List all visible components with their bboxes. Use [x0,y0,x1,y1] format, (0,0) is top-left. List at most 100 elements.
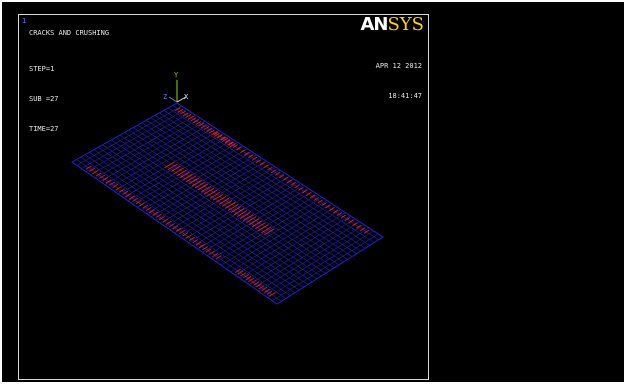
crack-mark [212,198,217,201]
crack-mark [218,255,222,258]
crack-mark [247,212,251,215]
crack-mark [223,199,227,202]
crack-mark [198,179,203,183]
crack-mark [266,231,270,234]
crack-mark [217,195,221,198]
crack-mark [224,140,229,143]
time-of-day-label: 18:41:47 [388,92,422,100]
crack-mark [250,277,255,281]
crack-mark [224,137,228,141]
crack-mark [195,122,200,125]
crack-mark [229,203,233,206]
crack-mark [131,195,135,198]
crack-mark [188,181,192,185]
window-number: 1 [22,17,27,25]
crack-mark [188,234,192,238]
crack-mark [211,129,215,132]
logo-sys: SYS [387,14,424,35]
crack-mark [237,268,241,272]
axis-triad: Y X Z [163,71,189,103]
crack-mark [95,173,99,177]
model-plot: Y X Z [71,71,384,305]
crack-mark [224,202,228,206]
crack-mark [268,229,273,233]
crack-mark [132,199,136,202]
crack-mark [232,143,236,146]
crack-mark [181,229,185,233]
triad-y-label: Y [174,71,179,79]
mesh-line [102,144,309,285]
crack-mark [158,217,163,221]
crack-mark [134,197,139,201]
crack-mark [225,197,230,201]
mesh-line [137,124,344,263]
crack-mark [232,205,236,208]
crack-mark [198,120,202,124]
crack-mark [181,174,186,177]
crack-mark [251,221,255,224]
crack-mark [227,208,232,211]
crack-mark [135,201,139,205]
crack-mark [185,115,189,119]
crack-mark [197,184,201,188]
mesh-line [159,112,366,249]
crack-mark [184,176,189,179]
crack-mark [222,195,227,199]
mesh-line [154,115,362,252]
crack-mark [128,197,133,200]
crack-mark [220,137,225,141]
crack-mark [168,220,172,224]
mesh-line [80,156,286,299]
crack-mark [188,238,193,241]
crack-mark [101,174,105,178]
crack-mark [242,272,247,275]
plot-title: CRACKS AND CRUSHING [29,29,110,37]
crack-mark [264,286,268,290]
date-label: APR 12 2012 [375,62,422,70]
crack-mark [217,135,221,138]
crack-mark [198,124,202,127]
crack-mark [205,249,209,253]
crack-mark [152,213,156,216]
crack-mark [145,208,149,212]
crack-mark [99,176,103,179]
graphics-viewport[interactable]: 1 CRACKS AND CRUSHING STEP=1 SUB =27 TIM… [18,14,429,380]
crack-mark [250,217,255,221]
crack-mark [102,178,106,182]
crack-mark [294,185,298,189]
crack-mark [298,188,302,191]
crack-mark [253,279,257,283]
crack-mark [187,114,192,117]
crack-mark [151,209,155,212]
crack-mark [271,170,275,174]
crack-mark [230,210,235,213]
crack-mark [182,110,186,114]
crack-mark [186,171,190,175]
crack-mark [256,281,260,284]
crack-mark [258,286,263,290]
mesh-line [119,134,326,274]
crack-mark [194,185,198,189]
crack-mark [104,177,109,180]
crack-mark [248,275,252,279]
crack-mark [195,243,199,246]
crack-mark [108,179,112,182]
triad-z-axis [168,96,178,103]
crack-mark [348,221,352,224]
crack-mark [194,182,198,186]
crack-mark [238,206,242,209]
crack-mark [290,183,294,186]
triad-x-axis [176,96,187,103]
crack-mark [302,190,306,194]
crack-mark [155,215,159,218]
mesh-line [133,127,339,266]
crack-mark [205,187,209,190]
graphics-window: 1 CRACKS AND CRUSHING STEP=1 SUB =27 TIM… [2,2,624,382]
crack-mark [178,168,182,172]
crack-mark [256,221,261,225]
crack-mark [267,168,271,171]
crack-mark [148,206,152,210]
crack-mark [179,112,184,115]
crack-mark [251,158,256,161]
crack-mark [177,107,181,110]
